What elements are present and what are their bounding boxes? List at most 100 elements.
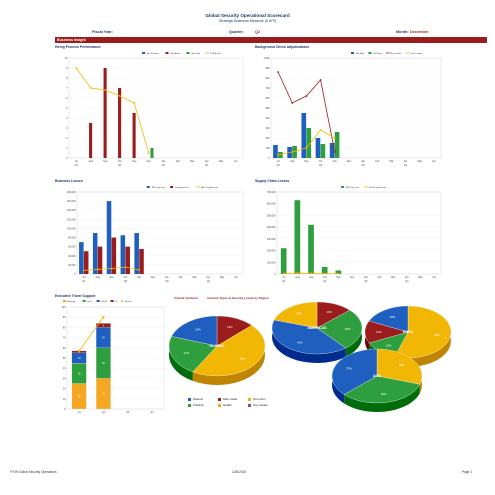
legend-swatch: [188, 397, 191, 401]
pie-region-label: EMEA: [403, 330, 414, 334]
line-point: [83, 269, 85, 272]
segment-label: 25: [78, 395, 81, 398]
y-tick-label: 80,000: [68, 237, 76, 240]
line-point: [110, 267, 113, 270]
pie-americas: 13% 26% 41% 20% AMERICAS: [271, 301, 363, 363]
line-point: [333, 137, 336, 139]
executive-travel-chart: Executive Travel Support Strategic Local Q3…: [55, 294, 165, 414]
bar: [321, 266, 328, 274]
segment-label: 25: [78, 372, 81, 375]
bar: [134, 233, 139, 274]
y-tick-label: 200: [266, 137, 271, 140]
x-tick-label: Sep: [309, 276, 314, 279]
legend-label: Health: [223, 403, 232, 407]
x-tick-label: Jan: [361, 160, 366, 163]
x-tick-label: Aug: [89, 160, 94, 163]
incident-pies: 13% 46% 22% 20% GLOBAL 13% 26% 41% 20% AMERICAS 55…: [168, 301, 452, 412]
y-tick-label: 300,000: [267, 238, 276, 241]
y-tick-label: 500,000: [267, 214, 276, 217]
x-tick-label: Dec: [350, 276, 355, 279]
y-tick-label: 900: [266, 67, 271, 70]
slice-label: 18%: [390, 315, 396, 319]
bar: [301, 113, 307, 158]
y-tick-label: 1,000: [264, 57, 271, 60]
section-title: Business Insight: [57, 38, 86, 42]
x-tick-label: Jun: [432, 276, 437, 279]
x-tick-label: Dec: [151, 276, 156, 279]
background-check-chart: Background Check Adjudications 0 100 200 300…: [255, 45, 442, 167]
legend-swatch: [188, 403, 191, 407]
x-tick-label: Dec: [147, 160, 152, 163]
y-tick-label: 2: [66, 137, 68, 140]
y-tick-label: 70: [63, 337, 66, 340]
pie-slice: [376, 348, 423, 385]
plot-frame: [276, 191, 442, 275]
y-tick-label: 140,000: [67, 209, 76, 212]
line-point: [75, 67, 78, 69]
legend-swatch: [218, 403, 221, 407]
legend-label: Strategic: [67, 300, 77, 303]
quarter-label: Q1: [75, 164, 79, 167]
bar: [125, 246, 130, 274]
legend-label: Instr Lexam: [411, 52, 423, 55]
line-point: [277, 154, 279, 156]
x-tick-label: Apr: [405, 276, 409, 279]
slice-label: 20%: [195, 327, 201, 331]
legend-label: BN Prop Recover: [369, 186, 386, 189]
quarter-value[interactable]: Q2: [255, 30, 261, 34]
y-tick-label: 4: [66, 117, 68, 120]
legend-swatch: [110, 300, 114, 302]
line-point: [133, 102, 136, 104]
business-losses-chart: Business Losses 0 20,000 40,000 60,000 80,000…: [55, 179, 244, 283]
quarter-label: Q2: [124, 280, 128, 283]
legend-swatch: [120, 300, 123, 302]
legend-swatch: [341, 186, 344, 188]
series-line: [78, 316, 104, 352]
line-point: [102, 316, 105, 319]
pie-emea: 55% 13% 14% 18% EMEA: [364, 305, 452, 367]
slice-label: 37%: [346, 367, 352, 371]
x-tick-label: Sep: [103, 160, 108, 163]
bar: [89, 123, 93, 158]
legend-label: Local: [87, 301, 93, 303]
y-tick-label: 0: [66, 157, 68, 160]
quarter-label: Q4: [404, 164, 408, 167]
line-point: [305, 147, 308, 149]
x-tick-label: May: [219, 160, 224, 163]
legend-label: BN Prop Loss: [152, 186, 166, 189]
footer-left: FY09 Global Security Operations: [10, 470, 57, 474]
line-point: [323, 272, 326, 275]
y-tick-label: 700: [266, 87, 271, 90]
bar: [106, 201, 112, 274]
x-tick-label: Mar: [389, 160, 393, 163]
legend-label: Q3/Q4: [101, 301, 108, 303]
hiring-performance-chart: Hiring Process Performance 0 1 2 3 4 5 6 7 8 9 10 Ju…: [55, 45, 244, 167]
footer-center: 1/26/2015: [232, 470, 247, 474]
legend-label: Closed: [124, 301, 132, 303]
y-tick-label: 10: [63, 398, 66, 401]
legend-label: BN Prop Recover: [201, 186, 218, 189]
legend-swatch: [186, 52, 190, 54]
legend-swatch: [248, 397, 251, 401]
pie-side: [344, 384, 420, 412]
x-tick-label: Jan: [161, 160, 166, 163]
x-tick-label: Aug: [295, 276, 300, 279]
bar: [320, 144, 326, 158]
x-tick-label: Mar: [190, 160, 194, 163]
segment-label: 30: [102, 393, 105, 396]
y-tick-label: 400: [266, 117, 271, 120]
pie-section-title: Incident Types & Severity Levels by Regi…: [207, 296, 269, 300]
x-tick-label: May: [417, 160, 422, 163]
y-tick-label: 80: [63, 326, 66, 329]
legend-swatch: [146, 186, 150, 188]
legend-label: FTE Actual: [210, 52, 221, 55]
line-point: [124, 266, 127, 269]
y-tick-label: 800: [266, 77, 271, 80]
y-tick-label: 0: [74, 273, 76, 276]
pie-legend: Natural Man-made Terrorism Political Hea…: [188, 397, 278, 407]
legend-label: Bar Goal: [191, 52, 200, 55]
legend-label: Terrorism: [253, 397, 266, 401]
quarter-label: Q3: [364, 280, 368, 283]
month-value[interactable]: December: [410, 30, 429, 34]
bar: [139, 248, 144, 274]
